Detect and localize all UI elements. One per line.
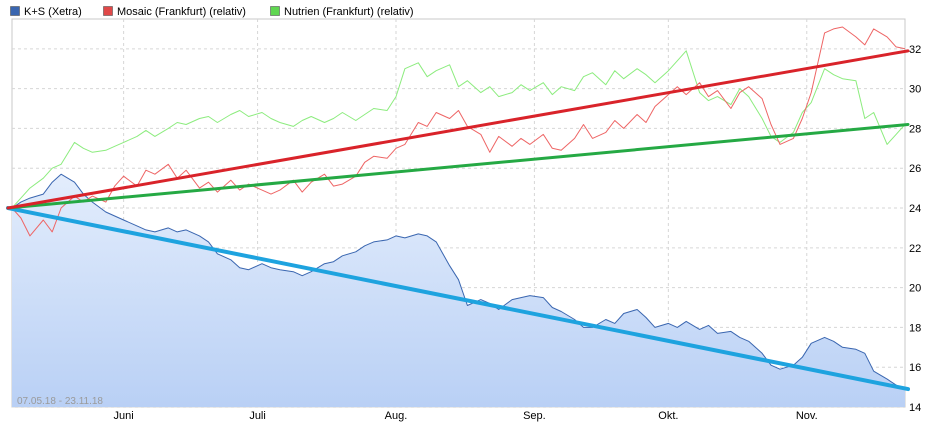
- x-axis-ticks: Juni Juli Aug. Sep. Okt. Nov.: [114, 410, 818, 422]
- trendline-ks: [6, 206, 910, 392]
- y-tick-label: 22: [909, 243, 921, 255]
- trendline-mosaic: [6, 49, 910, 210]
- legend-swatch: [270, 6, 280, 16]
- legend-label: Mosaic (Frankfurt) (relativ): [117, 6, 246, 18]
- x-tick-label: Juni: [114, 410, 134, 422]
- y-tick-label: 24: [909, 203, 921, 215]
- y-tick-label: 32: [909, 44, 921, 56]
- y-tick-label: 20: [909, 283, 921, 295]
- legend-swatch: [103, 6, 113, 16]
- series-line-mosaic: [11, 26, 906, 237]
- y-tick-label: 28: [909, 123, 921, 135]
- y-tick-label: 30: [909, 84, 921, 96]
- chart-legend: K+S (Xetra) Mosaic (Frankfurt) (relativ) N…: [10, 6, 414, 18]
- legend-label: Nutrien (Frankfurt) (relativ): [284, 6, 414, 18]
- legend-swatch: [10, 6, 20, 16]
- x-tick-label: Okt.: [658, 410, 678, 422]
- series-line-ks: [11, 173, 906, 390]
- legend-label: K+S (Xetra): [24, 6, 82, 18]
- x-tick-label: Juli: [249, 410, 266, 422]
- y-tick-label: 16: [909, 362, 921, 374]
- series-line-nutrien: [11, 50, 906, 209]
- series-layer: [11, 26, 906, 407]
- x-tick-label: Nov.: [796, 410, 818, 422]
- y-tick-label: 26: [909, 163, 921, 175]
- y-axis-ticks: 14 16 18 20 22 24 26 28 30 32: [909, 44, 921, 414]
- trendline-layer: [6, 49, 910, 392]
- series-area-ks: [12, 174, 905, 407]
- x-tick-label: Aug.: [385, 410, 408, 422]
- y-tick-label: 14: [909, 402, 921, 414]
- trendline-nutrien: [6, 122, 910, 210]
- y-tick-label: 18: [909, 322, 921, 334]
- legend-item-mosaic[interactable]: Mosaic (Frankfurt) (relativ): [103, 6, 246, 18]
- date-range-label: 07.05.18 - 23.11.18: [17, 396, 103, 407]
- legend-item-nutrien[interactable]: Nutrien (Frankfurt) (relativ): [270, 6, 414, 18]
- x-tick-label: Sep.: [523, 410, 546, 422]
- legend-item-ks[interactable]: K+S (Xetra): [10, 6, 82, 18]
